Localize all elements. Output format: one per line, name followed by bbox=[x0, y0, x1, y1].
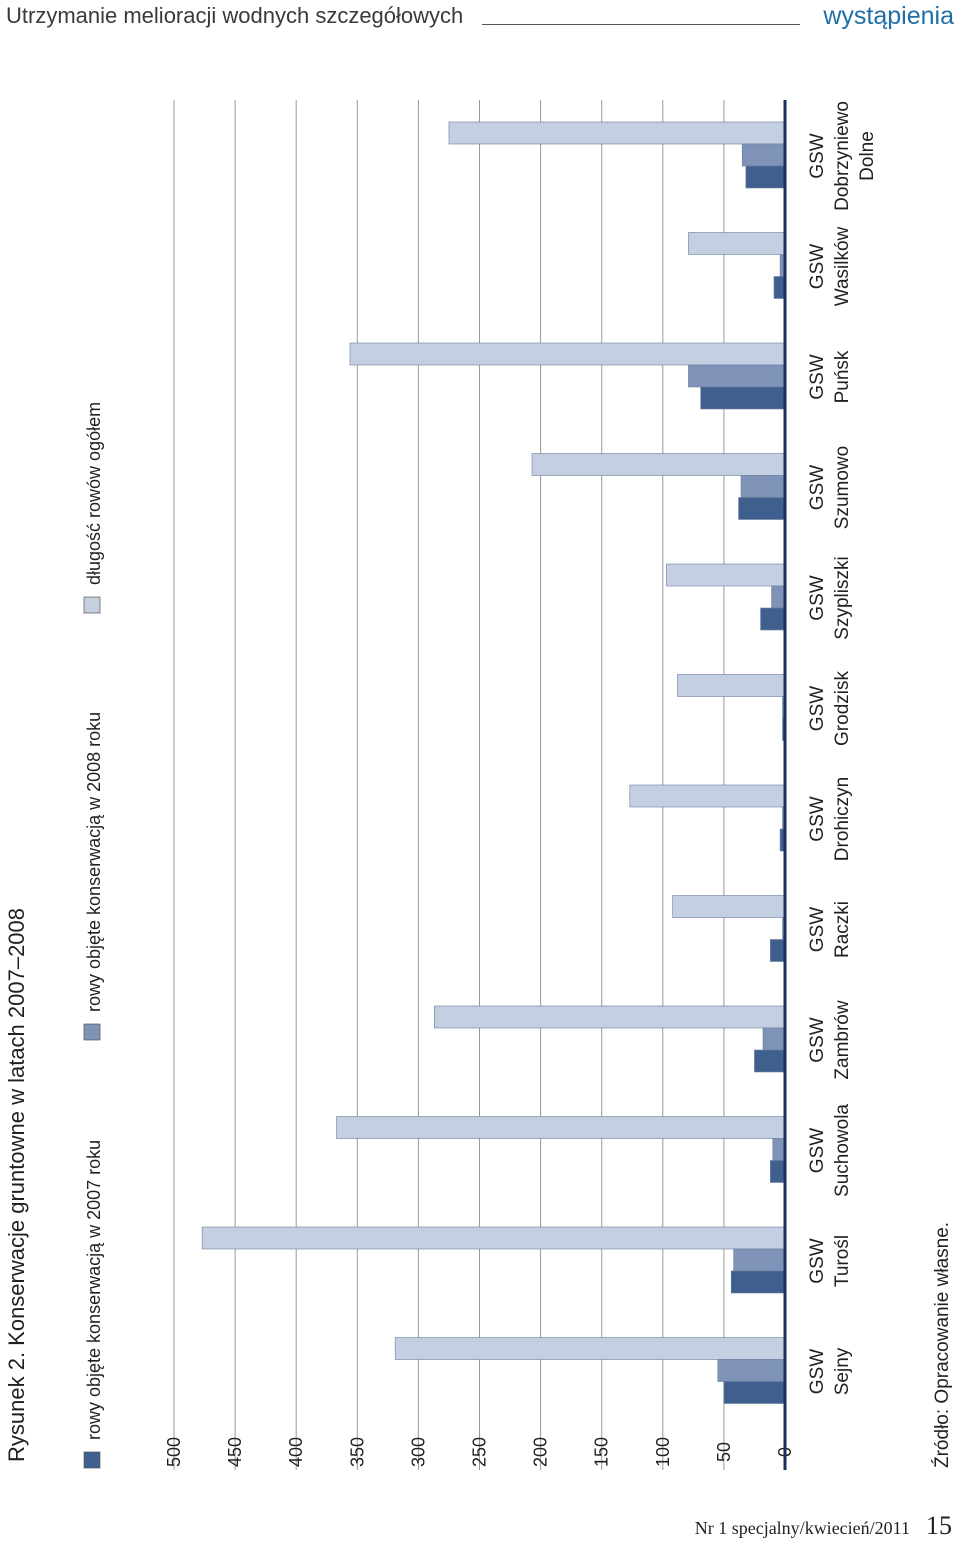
tick-label-50: 50 bbox=[714, 1442, 734, 1462]
tick-label-300: 300 bbox=[408, 1437, 428, 1467]
bar-s2-c6 bbox=[677, 674, 786, 697]
bar-s1-c3 bbox=[762, 1027, 786, 1051]
footer-issue: Nr 1 specjalny/kwiecień/2011 bbox=[694, 1518, 910, 1538]
bar-s0-c2 bbox=[770, 1160, 786, 1183]
category-label-4-0: GSW bbox=[807, 907, 828, 952]
bar-s2-c0 bbox=[394, 1337, 786, 1360]
category-label-1-0: GSW bbox=[807, 1238, 828, 1283]
bar-s1-c7 bbox=[771, 585, 786, 609]
bar-s0-c7 bbox=[760, 607, 786, 631]
bar-s0-c9 bbox=[700, 386, 786, 410]
category-label-0-0: GSW bbox=[807, 1349, 828, 1394]
legend-swatch-2007 bbox=[83, 1451, 101, 1469]
bar-s1-c8 bbox=[740, 475, 786, 498]
bar-s0-c11 bbox=[745, 165, 786, 189]
category-label-9-0: GSW bbox=[807, 354, 828, 399]
category-label-6-1: Grodzisk bbox=[832, 671, 853, 746]
bar-s1-c2 bbox=[772, 1138, 786, 1161]
figure-source: Źródło: Opracowanie własne. bbox=[932, 1222, 953, 1468]
category-label-4-1: Raczki bbox=[832, 901, 853, 958]
category-label-6-0: GSW bbox=[807, 686, 828, 731]
category-label-2-1: Suchowola bbox=[832, 1104, 853, 1197]
category-label-11-1: Dobrzyniewo bbox=[832, 101, 853, 211]
category-label-2-0: GSW bbox=[807, 1128, 828, 1173]
category-label-9-1: Puńsk bbox=[832, 350, 853, 403]
bar-s2-c10 bbox=[688, 232, 786, 255]
bars bbox=[201, 121, 786, 1404]
bar-s0-c1 bbox=[730, 1270, 786, 1294]
figure-caption: Rysunek 2. Konserwacje gruntowne w latac… bbox=[4, 908, 29, 1462]
bar-s0-c4 bbox=[770, 939, 786, 962]
category-label-11-2: Dolne bbox=[857, 131, 878, 181]
tick-label-450: 450 bbox=[225, 1437, 245, 1467]
bar-s2-c2 bbox=[336, 1116, 786, 1139]
bar-s0-c10 bbox=[773, 276, 786, 299]
bar-s1-c1 bbox=[733, 1248, 786, 1272]
tick-label-350: 350 bbox=[347, 1437, 367, 1467]
tick-label-200: 200 bbox=[531, 1437, 551, 1467]
tick-label-100: 100 bbox=[653, 1437, 673, 1467]
bar-s2-c3 bbox=[433, 1005, 786, 1029]
bar-s1-c0 bbox=[717, 1359, 786, 1382]
legend-label-2007: rowy objęte konserwacją w 2007 roku bbox=[84, 1140, 104, 1440]
bar-s2-c8 bbox=[531, 453, 786, 476]
footer: Nr 1 specjalny/kwiecień/2011 15 bbox=[695, 1511, 952, 1541]
bar-s2-c7 bbox=[666, 563, 786, 587]
bar-s1-c9 bbox=[688, 364, 786, 388]
legend: rowy objęte konserwacją w 2007 roku rowy… bbox=[83, 402, 104, 1469]
category-label-7-0: GSW bbox=[807, 575, 828, 620]
category-label-5-1: Drohiczyn bbox=[832, 777, 853, 861]
bar-s2-c4 bbox=[672, 895, 786, 918]
page-number: 15 bbox=[926, 1511, 952, 1540]
category-label-7-1: Szypliszki bbox=[832, 556, 853, 639]
bar-s0-c3 bbox=[754, 1049, 786, 1073]
bar-s2-c5 bbox=[629, 784, 786, 808]
tick-label-400: 400 bbox=[286, 1437, 306, 1467]
header-section: wystąpienia bbox=[823, 2, 954, 30]
category-label-5-0: GSW bbox=[807, 796, 828, 841]
tick-label-250: 250 bbox=[470, 1437, 490, 1467]
category-label-10-1: Wasilków bbox=[832, 226, 853, 306]
axis-tick-labels: 050100150200250300350400450500 bbox=[164, 1437, 795, 1467]
category-label-3-1: Zambrów bbox=[832, 1000, 853, 1079]
legend-swatch-2008 bbox=[83, 1023, 101, 1041]
category-label-8-0: GSW bbox=[807, 465, 828, 510]
header-title: Utrzymanie melioracji wodnych szczegółow… bbox=[6, 3, 464, 28]
category-label-8-1: Szumowo bbox=[832, 446, 853, 529]
header-rule bbox=[482, 24, 800, 25]
bar-s0-c8 bbox=[738, 497, 786, 520]
category-label-11-0: GSW bbox=[807, 133, 828, 178]
legend-swatch-total bbox=[83, 596, 101, 614]
bar-s2-c11 bbox=[448, 121, 786, 145]
tick-label-150: 150 bbox=[592, 1437, 612, 1467]
category-label-10-0: GSW bbox=[807, 244, 828, 289]
bar-s0-c0 bbox=[723, 1381, 786, 1404]
category-label-3-0: GSW bbox=[807, 1017, 828, 1062]
bar-s2-c1 bbox=[201, 1226, 786, 1250]
tick-label-500: 500 bbox=[164, 1437, 184, 1467]
category-label-1-1: Turośl bbox=[832, 1235, 853, 1287]
bar-s1-c11 bbox=[741, 143, 786, 167]
legend-label-total: długość rowów ogółem bbox=[84, 402, 104, 585]
category-label-0-1: Sejny bbox=[832, 1347, 853, 1395]
legend-label-2008: rowy objęte konserwacją w 2008 roku bbox=[84, 712, 104, 1012]
bar-s2-c9 bbox=[349, 342, 786, 366]
